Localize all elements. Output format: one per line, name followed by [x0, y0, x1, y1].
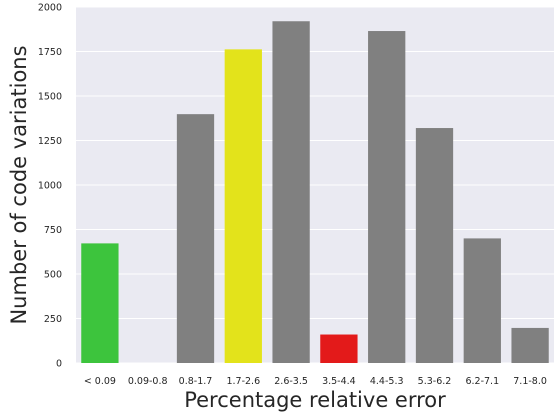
bar-5: [320, 334, 358, 363]
y-tick-label: 2000: [38, 3, 62, 14]
x-tick-label: 6.2-7.1: [465, 376, 499, 387]
bars: [81, 21, 549, 364]
y-tick-labels: 0 250 500 750 1000 1250 1500 1750 2000: [38, 3, 62, 370]
x-tick-label: 4.4-5.3: [370, 376, 404, 387]
x-tick-label: 0.09-0.8: [128, 376, 168, 387]
bar-2: [176, 114, 215, 363]
gridlines: [76, 6, 554, 364]
x-tick-label: 7.1-8.0: [513, 376, 547, 387]
y-axis-label: Number of code variations: [7, 45, 31, 324]
x-tick-label: 5.3-6.2: [418, 376, 452, 387]
x-tick-label: 1.7-2.6: [226, 376, 260, 387]
y-tick-label: 1750: [38, 47, 62, 58]
bar-3: [224, 49, 262, 363]
x-tick-label: < 0.09: [84, 376, 116, 387]
bar-9: [511, 327, 549, 363]
bar-6: [368, 31, 406, 364]
bar-0: [81, 243, 119, 363]
y-tick-label: 1500: [38, 92, 62, 103]
x-tick-label: 3.5-4.4: [322, 376, 356, 387]
x-tick-label: 2.6-3.5: [274, 376, 308, 387]
y-tick-label: 250: [44, 314, 62, 325]
x-tick-labels: < 0.09 0.09-0.8 0.8-1.7 1.7-2.6 2.6-3.5 3.5-4…: [84, 376, 547, 387]
x-tick-label: 0.8-1.7: [179, 376, 213, 387]
bar-7: [415, 128, 454, 363]
bar-4: [272, 21, 310, 364]
y-tick-label: 500: [44, 270, 62, 281]
bar-8: [463, 238, 501, 363]
y-tick-label: 750: [44, 225, 62, 236]
y-tick-label: 1250: [38, 136, 62, 147]
y-tick-label: 0: [56, 359, 62, 370]
y-tick-label: 1000: [38, 181, 62, 192]
x-axis-label: Percentage relative error: [184, 388, 446, 412]
